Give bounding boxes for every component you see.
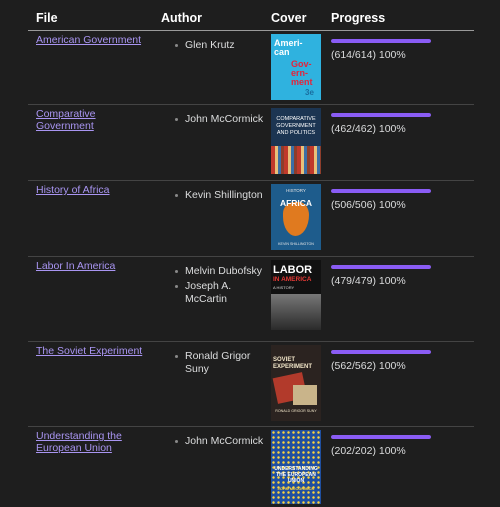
- author-item: Joseph A. McCartin: [173, 280, 268, 306]
- progress-text: (462/462) 100%: [331, 123, 406, 135]
- author-item: Melvin Dubofsky: [173, 265, 268, 278]
- author-item: John McCormick: [173, 113, 268, 126]
- header-author[interactable]: Author: [161, 11, 202, 25]
- author-item: Ronald Grigor Suny: [173, 350, 268, 376]
- author-list: Glen Krutz: [173, 39, 268, 52]
- file-link[interactable]: Labor In America: [36, 260, 116, 272]
- progress-fill: [331, 265, 431, 269]
- table-row: Understanding the European Union John Mc…: [28, 427, 474, 507]
- author-list: Kevin Shillington: [173, 189, 268, 202]
- books-table: File Author Cover Progress American Gove…: [28, 0, 474, 507]
- file-link[interactable]: History of Africa: [36, 184, 110, 196]
- table-row: Labor In America Melvin Dubofsky Joseph …: [28, 257, 474, 342]
- author-list: John McCormick: [173, 435, 268, 448]
- author-list: Ronald Grigor Suny: [173, 350, 268, 376]
- file-link[interactable]: The Soviet Experiment: [36, 345, 143, 357]
- progress-bar: [331, 435, 431, 439]
- file-link[interactable]: Comparative Government: [36, 108, 96, 132]
- table-row: History of Africa Kevin Shillington HIST…: [28, 181, 474, 257]
- cover-image: COMPARATIVE GOVERNMENT AND POLITICS: [271, 108, 321, 174]
- progress-fill: [331, 435, 431, 439]
- progress-fill: [331, 113, 431, 117]
- cover-image: Ameri-can Gov-ern-ment 3e: [271, 34, 321, 100]
- progress-fill: [331, 189, 431, 193]
- progress-text: (562/562) 100%: [331, 360, 406, 372]
- progress-text: (506/506) 100%: [331, 199, 406, 211]
- cover-image: UNDERSTANDING THE EUROPEAN UNION JOHN McCO…: [271, 430, 321, 504]
- table-row: The Soviet Experiment Ronald Grigor Suny…: [28, 342, 474, 427]
- table-header: File Author Cover Progress: [28, 0, 474, 31]
- progress-fill: [331, 39, 431, 43]
- progress-bar: [331, 113, 431, 117]
- author-item: Glen Krutz: [173, 39, 268, 52]
- header-cover[interactable]: Cover: [271, 11, 307, 25]
- cover-image: HISTORY AFRICA KEVIN SHILLINGTON: [271, 184, 321, 250]
- author-list: Melvin Dubofsky Joseph A. McCartin: [173, 265, 268, 306]
- progress-bar: [331, 189, 431, 193]
- progress-bar: [331, 265, 431, 269]
- author-list: John McCormick: [173, 113, 268, 126]
- progress-fill: [331, 350, 431, 354]
- table-row: American Government Glen Krutz Ameri-can…: [28, 31, 474, 105]
- progress-text: (614/614) 100%: [331, 49, 406, 61]
- header-progress[interactable]: Progress: [331, 11, 386, 25]
- table-row: Comparative Government John McCormick CO…: [28, 105, 474, 181]
- header-file[interactable]: File: [36, 11, 58, 25]
- progress-text: (479/479) 100%: [331, 275, 406, 287]
- author-item: John McCormick: [173, 435, 268, 448]
- progress-bar: [331, 350, 431, 354]
- author-item: Kevin Shillington: [173, 189, 268, 202]
- file-link[interactable]: American Government: [36, 34, 142, 46]
- progress-text: (202/202) 100%: [331, 445, 406, 457]
- cover-image: SOVIET EXPERIMENT RONALD GRIGOR SUNY: [271, 345, 321, 421]
- progress-bar: [331, 39, 431, 43]
- cover-image: LABOR IN AMERICA A HISTORY: [271, 260, 321, 330]
- file-link[interactable]: Understanding the European Union: [36, 430, 122, 454]
